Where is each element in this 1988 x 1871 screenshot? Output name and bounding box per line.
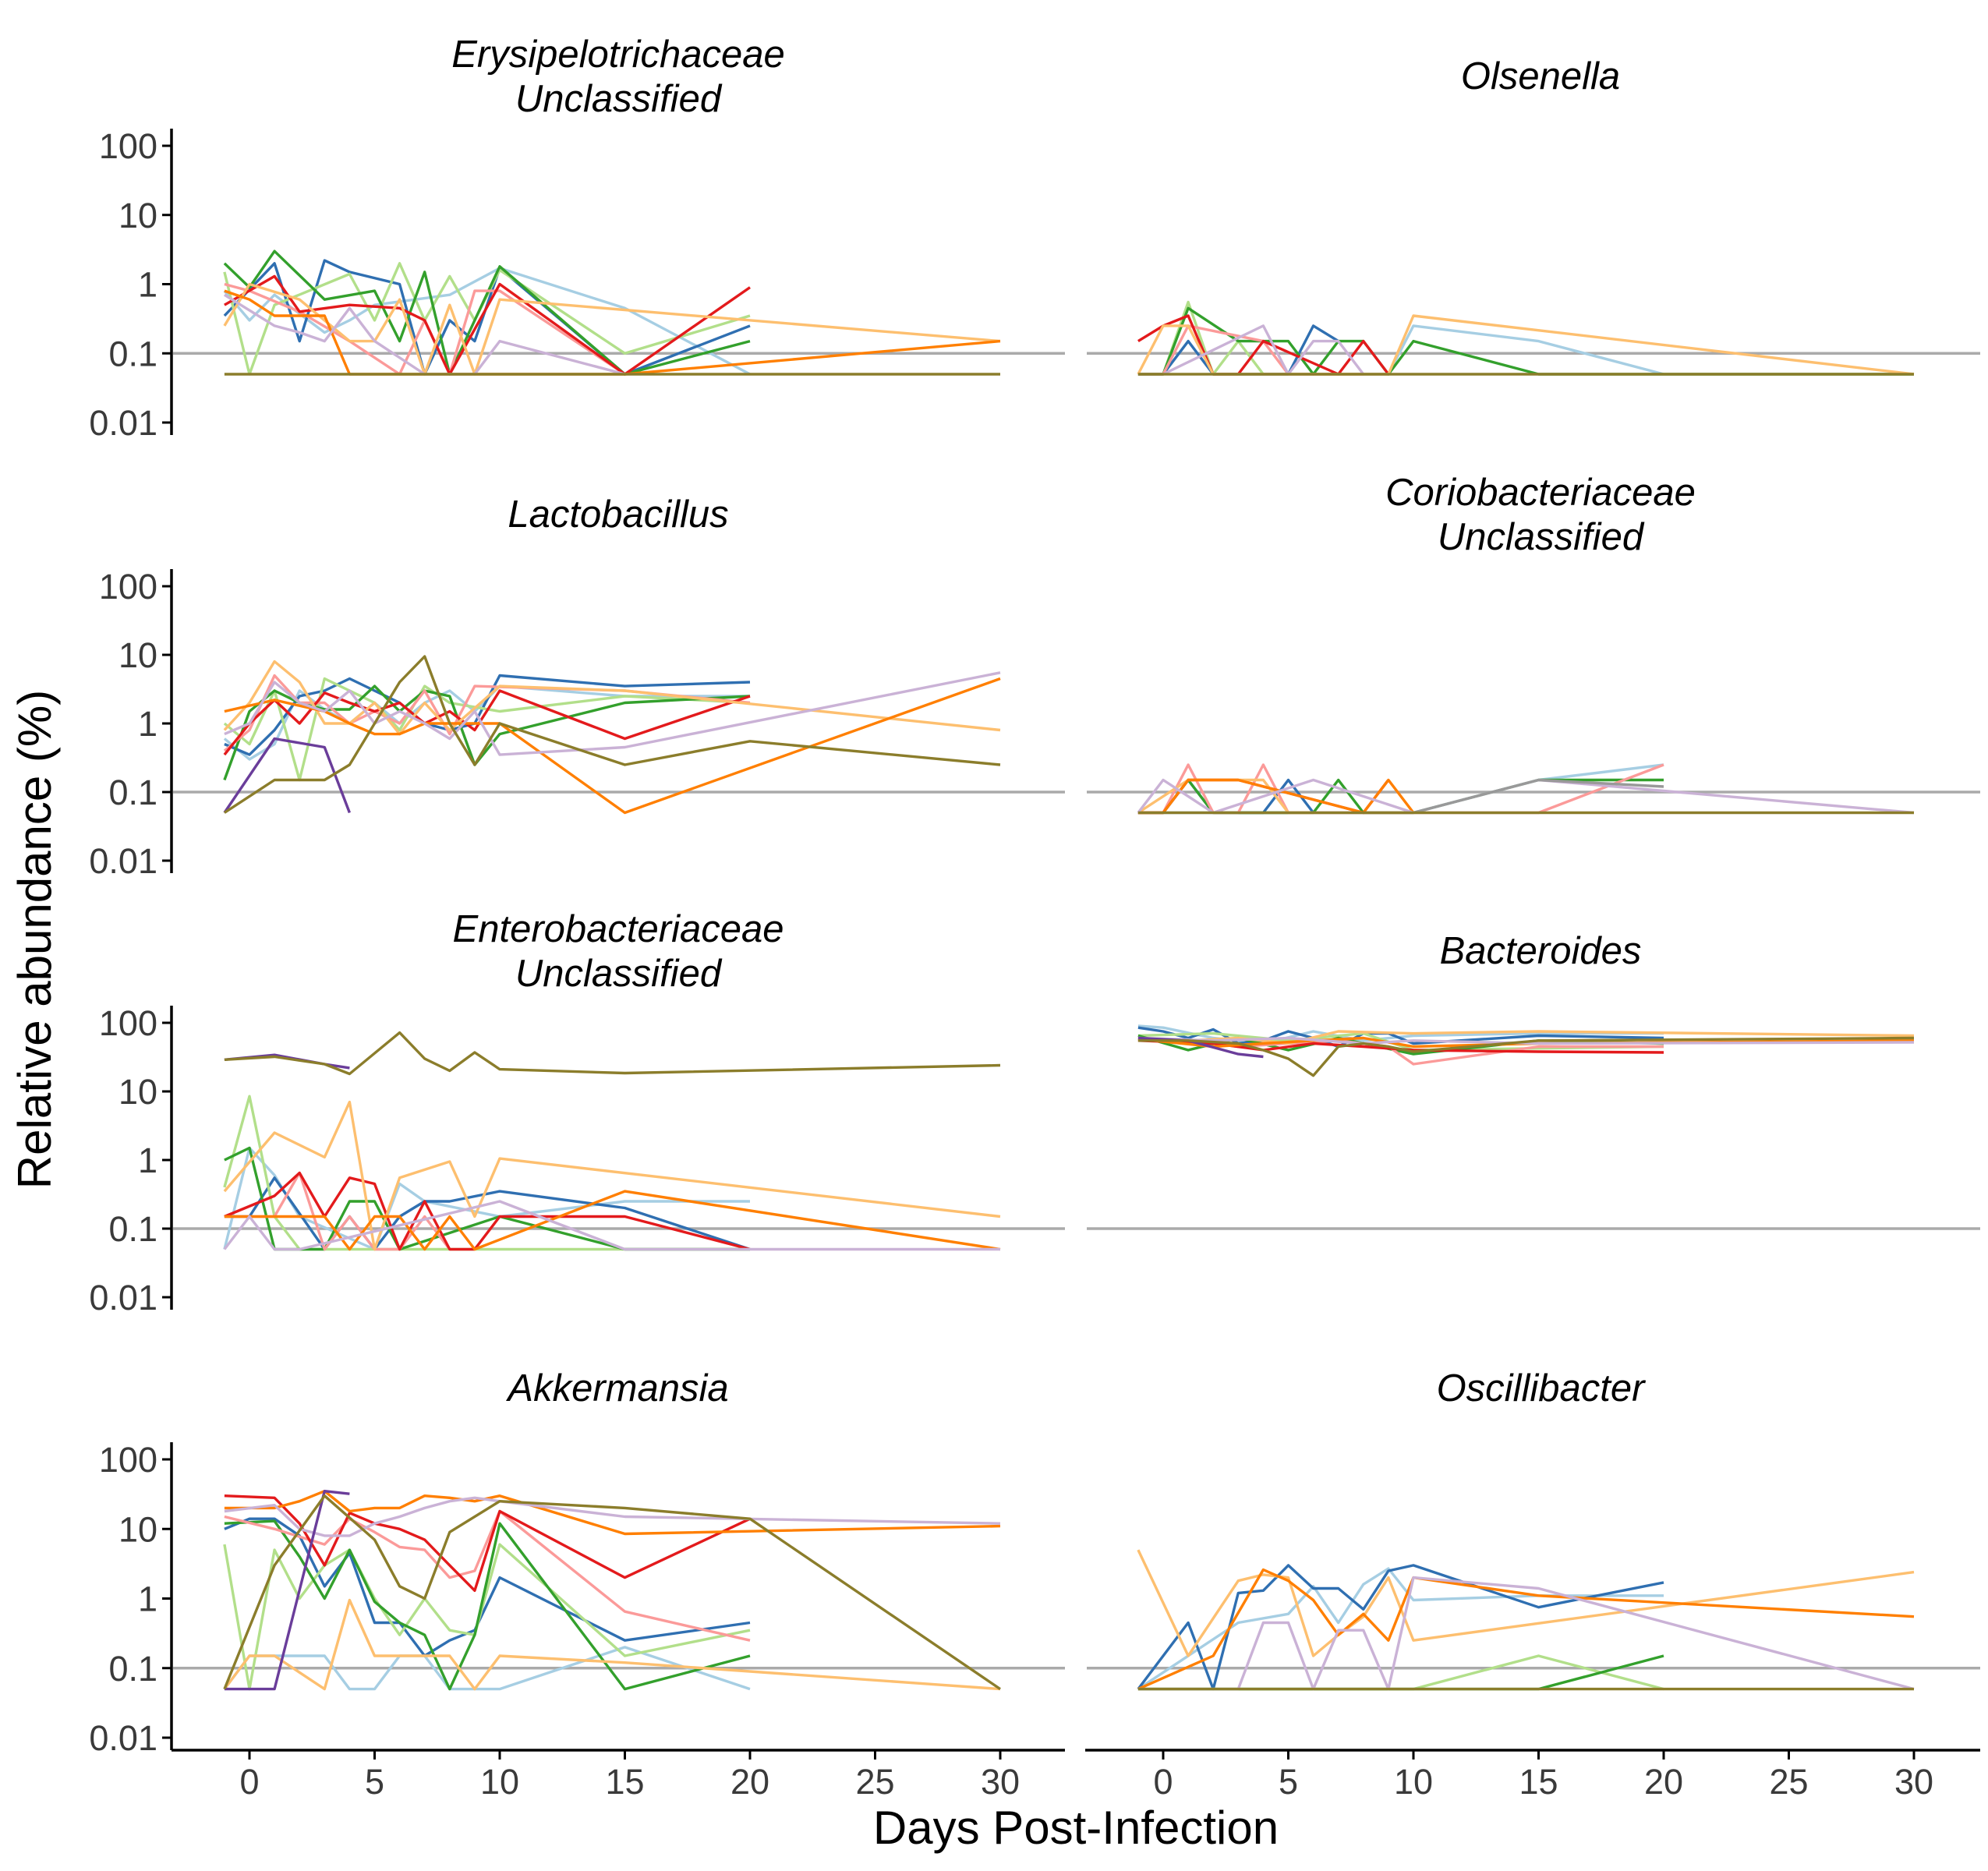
y-tick-label: 0.1 — [108, 1649, 157, 1689]
series-line — [223, 1494, 1001, 1691]
x-tick-label: 5 — [1279, 1762, 1298, 1802]
series-line — [224, 282, 626, 376]
panel-1: Olsenella — [1087, 55, 1980, 376]
series-line — [224, 1031, 1001, 1076]
x-tick-label: 10 — [1394, 1762, 1433, 1802]
y-tick-label: 10 — [119, 1509, 157, 1549]
panel-title-line: Akkermansia — [505, 1367, 728, 1409]
series-line — [1137, 324, 1664, 376]
series-line — [1137, 1549, 1915, 1657]
x-tick-label: 20 — [1644, 1762, 1683, 1802]
series-line — [223, 1200, 1000, 1251]
y-tick-label: 100 — [99, 126, 157, 166]
panel-title-line: Coriobacteriaceae — [1385, 472, 1696, 514]
y-axis-title: Relative abundance (%) — [9, 690, 61, 1189]
series-line — [1137, 1567, 1664, 1691]
series-line — [223, 689, 751, 756]
series-line — [223, 282, 1001, 376]
y-tick-label: 0.01 — [89, 403, 157, 443]
x-tick-label: 25 — [1769, 1762, 1808, 1802]
panel-title-line: Oscillibacter — [1437, 1367, 1647, 1409]
x-tick-label: 15 — [1519, 1762, 1558, 1802]
panel-7: Oscillibacter 0 5 10 15 20 25 30 — [1085, 1367, 1980, 1802]
y-tick-label: 0.1 — [108, 334, 157, 373]
panel-title-line: Enterobacteriaceae — [453, 908, 784, 950]
series-line — [1137, 1024, 1664, 1045]
series-line — [223, 684, 751, 781]
series-line — [1413, 778, 1664, 815]
series-line — [224, 1509, 751, 1642]
series-line — [224, 274, 751, 376]
panel-2: Lactobacillus 0.01 0.1 1 10 100 — [89, 493, 1065, 881]
series-line — [224, 1171, 451, 1251]
series-line — [1137, 1036, 1915, 1077]
x-tick-label: 0 — [239, 1762, 259, 1802]
panel-title-line: Erysipelotrichaceae — [451, 34, 785, 76]
y-tick-label: 1 — [138, 704, 157, 744]
y-tick-label: 100 — [99, 567, 157, 607]
series-line — [224, 1519, 751, 1691]
x-tick-label: 25 — [855, 1762, 894, 1802]
panel-title-line: Unclassified — [515, 78, 723, 120]
series-line — [224, 674, 751, 756]
y-tick-label: 100 — [99, 1003, 157, 1043]
series-line — [224, 1494, 751, 1593]
series-line — [224, 1489, 350, 1691]
y-tick-label: 10 — [119, 635, 157, 675]
chart-panels: ErysipelotrichaceaeUnclassified0.010.111… — [89, 34, 1980, 1802]
x-tick-label: 20 — [730, 1762, 769, 1802]
x-tick-label: 30 — [1894, 1762, 1933, 1802]
y-tick-label: 0.1 — [108, 1209, 157, 1249]
panel-6: Akkermansia 0.01 0.1 1 10 100 0 5 10 15 20 25 30 — [89, 1367, 1065, 1802]
series-line — [223, 1598, 1001, 1691]
y-tick-label: 1 — [138, 265, 157, 305]
y-tick-label: 10 — [119, 196, 157, 235]
y-tick-label: 0.01 — [89, 1718, 157, 1758]
x-tick-label: 5 — [365, 1762, 384, 1802]
series-line — [224, 1171, 751, 1251]
panel-title-line: Lactobacillus — [508, 493, 728, 536]
series-line — [1137, 1568, 1915, 1691]
series-line — [224, 1489, 1001, 1536]
series-line — [1137, 1576, 1915, 1691]
y-tick-label: 1 — [138, 1141, 157, 1180]
series-line — [1137, 1039, 1664, 1054]
series-line — [223, 655, 1001, 814]
series-line — [1162, 324, 1365, 376]
x-tick-label: 0 — [1153, 1762, 1173, 1802]
series-line — [223, 1095, 750, 1251]
series-line — [223, 737, 351, 814]
x-tick-label: 30 — [981, 1762, 1020, 1802]
y-tick-label: 100 — [99, 1440, 157, 1480]
series-line — [1137, 778, 1415, 815]
series-line — [224, 293, 625, 376]
panel-title-line: Bacteroides — [1440, 930, 1642, 972]
series-line — [1137, 314, 1915, 376]
y-tick-label: 0.1 — [108, 773, 157, 812]
series-line — [224, 1176, 751, 1251]
x-tick-label: 10 — [480, 1762, 519, 1802]
series-line — [1137, 763, 1664, 815]
panel-title-line: Unclassified — [1438, 516, 1645, 558]
series-line — [1137, 763, 1664, 815]
y-tick-label: 0.01 — [89, 1278, 157, 1317]
y-tick-label: 10 — [119, 1072, 157, 1112]
series-line — [223, 1646, 751, 1691]
panel-5: Bacteroides — [1087, 930, 1980, 1230]
y-tick-label: 0.01 — [89, 841, 157, 881]
series-line — [224, 1517, 751, 1657]
series-line — [1137, 306, 1914, 376]
panel-title-line: Olsenella — [1461, 55, 1620, 97]
series-line — [223, 660, 1001, 736]
x-axis-title: Days Post-Infection — [873, 1802, 1279, 1854]
x-tick-label: 15 — [605, 1762, 644, 1802]
y-tick-label: 1 — [138, 1579, 157, 1619]
series-line — [224, 671, 1001, 756]
series-line — [223, 1100, 1001, 1251]
panel-title-line: Unclassified — [515, 953, 723, 995]
